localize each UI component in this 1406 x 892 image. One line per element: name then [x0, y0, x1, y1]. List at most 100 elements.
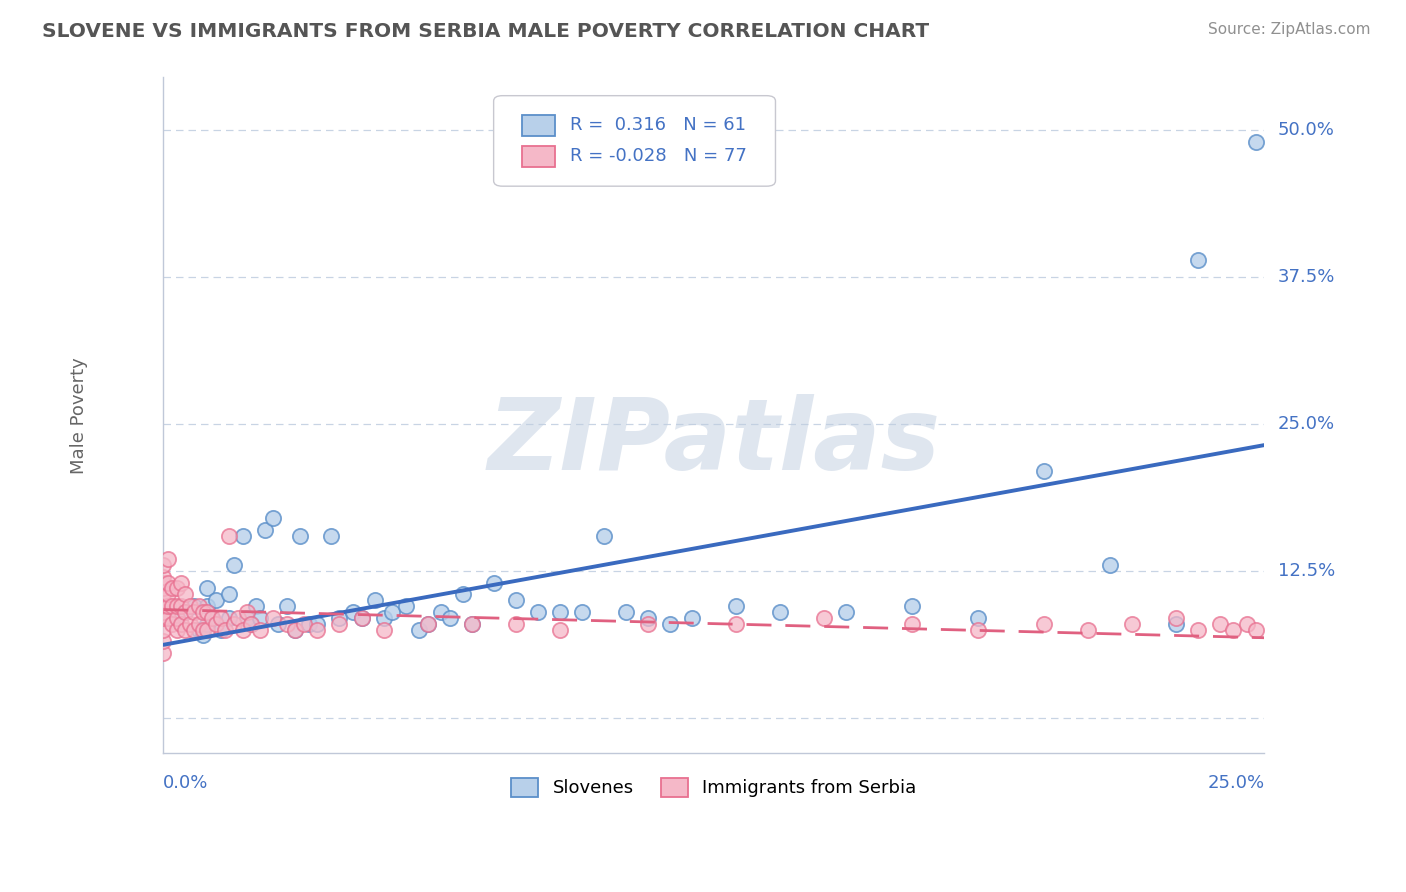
Text: Male Poverty: Male Poverty [70, 357, 89, 474]
Point [835, 605, 858, 619]
Point [187, 616, 209, 631]
Point [152, 587, 174, 601]
Point [1033, 464, 1056, 478]
Point [292, 616, 315, 631]
Point [232, 528, 254, 542]
Point [209, 611, 232, 625]
Point [350, 611, 373, 625]
Point [174, 587, 197, 601]
Point [307, 623, 329, 637]
Point [284, 623, 307, 637]
FancyBboxPatch shape [494, 95, 776, 186]
Point [381, 605, 404, 619]
Point [160, 582, 183, 596]
Point [187, 599, 209, 613]
Point [967, 623, 990, 637]
Point [183, 599, 205, 613]
Point [526, 605, 548, 619]
Text: R = -0.028   N = 77: R = -0.028 N = 77 [569, 147, 747, 165]
Point [1187, 252, 1209, 267]
Point [218, 611, 240, 625]
Point [195, 623, 218, 637]
Point [191, 623, 214, 637]
Point [288, 528, 311, 542]
Point [1121, 616, 1143, 631]
Point [187, 623, 209, 637]
Point [218, 528, 240, 542]
Point [350, 611, 373, 625]
Point [1077, 623, 1099, 637]
Point [1209, 616, 1232, 631]
Point [1166, 611, 1188, 625]
Point [1033, 616, 1056, 631]
FancyBboxPatch shape [522, 115, 555, 136]
Point [179, 599, 201, 613]
Point [1099, 558, 1122, 572]
Point [160, 616, 183, 631]
Point [170, 575, 193, 590]
Point [328, 611, 350, 625]
Point [571, 605, 593, 619]
Point [724, 616, 747, 631]
Point [262, 611, 284, 625]
Text: ZIPatlas: ZIPatlas [488, 393, 941, 491]
Point [967, 611, 990, 625]
Point [232, 623, 254, 637]
Text: 0.0%: 0.0% [163, 774, 208, 792]
Point [191, 628, 214, 642]
Point [195, 605, 218, 619]
Point [1222, 623, 1244, 637]
Point [1166, 616, 1188, 631]
Point [460, 616, 482, 631]
Point [373, 623, 395, 637]
Point [1244, 623, 1267, 637]
Point [262, 511, 284, 525]
Point [152, 599, 174, 613]
Point [152, 634, 174, 648]
Point [394, 599, 416, 613]
Point [174, 605, 197, 619]
Text: 37.5%: 37.5% [1278, 268, 1334, 286]
Point [364, 593, 387, 607]
Point [195, 582, 218, 596]
Point [152, 593, 174, 607]
Point [166, 623, 188, 637]
Point [637, 611, 659, 625]
Point [170, 599, 193, 613]
Point [166, 611, 188, 625]
Point [328, 616, 350, 631]
Point [152, 611, 174, 625]
Point [236, 611, 259, 625]
Point [156, 575, 179, 590]
Point [416, 616, 439, 631]
Point [218, 587, 240, 601]
Point [195, 616, 218, 631]
Point [373, 611, 395, 625]
Point [276, 616, 298, 631]
Point [222, 558, 245, 572]
Point [205, 616, 228, 631]
Point [156, 611, 179, 625]
Point [166, 611, 188, 625]
Point [1187, 623, 1209, 637]
Point [681, 611, 703, 625]
Point [1244, 135, 1267, 149]
Point [276, 599, 298, 613]
Point [240, 616, 263, 631]
FancyBboxPatch shape [522, 146, 555, 167]
Text: SLOVENE VS IMMIGRANTS FROM SERBIA MALE POVERTY CORRELATION CHART: SLOVENE VS IMMIGRANTS FROM SERBIA MALE P… [42, 22, 929, 41]
Point [769, 605, 792, 619]
Point [408, 623, 430, 637]
Point [249, 623, 271, 637]
Point [813, 611, 835, 625]
Point [901, 599, 924, 613]
Point [1236, 616, 1258, 631]
Point [460, 616, 482, 631]
Point [505, 593, 527, 607]
Point [267, 616, 290, 631]
Point [152, 558, 174, 572]
Point [240, 616, 263, 631]
Point [201, 611, 224, 625]
Point [222, 616, 245, 631]
Point [183, 623, 205, 637]
